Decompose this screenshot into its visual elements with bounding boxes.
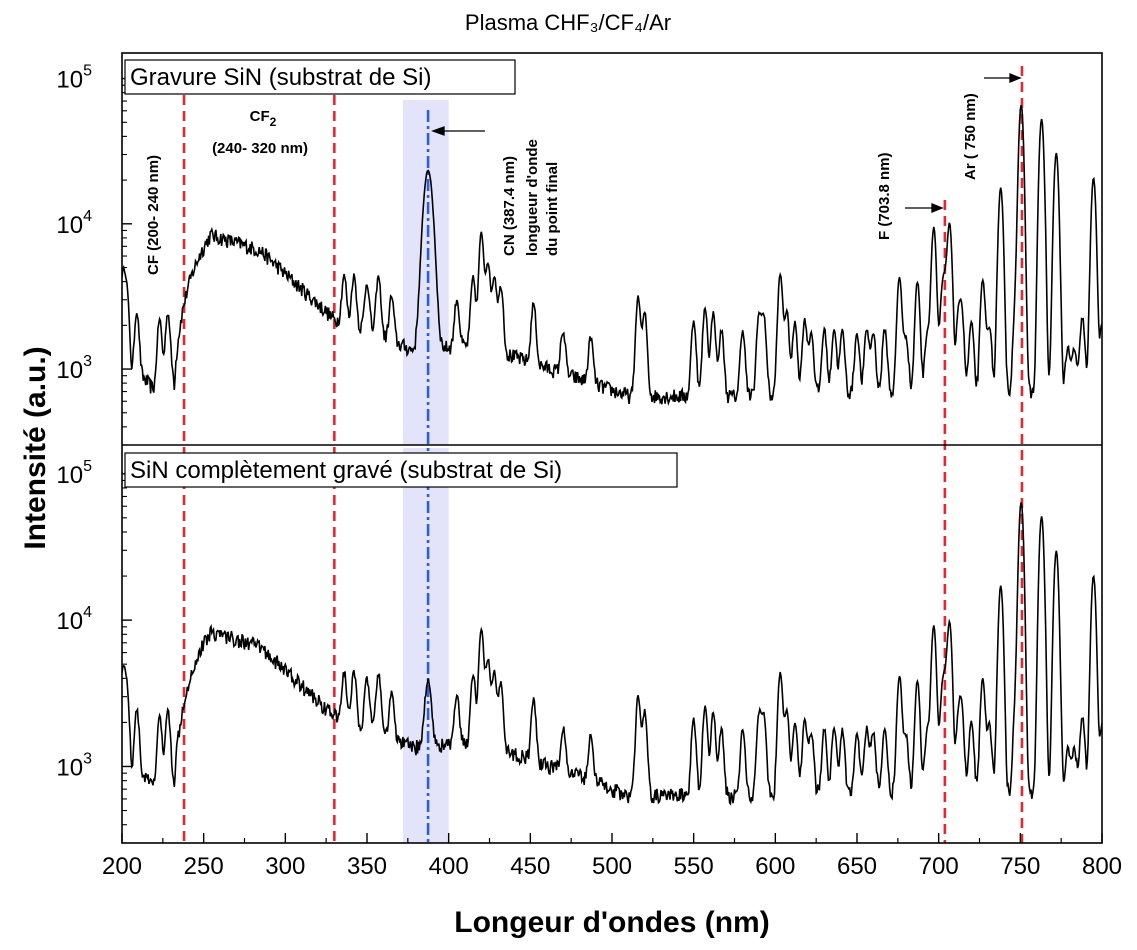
annotation-cf2-sub: 2 (270, 115, 277, 129)
panel-label-bottom-text: SiN complètement gravé (substrat de Si) (130, 457, 562, 484)
annotation-f: F (703.8 nm) (876, 152, 893, 240)
x-tick-label-1: 250 (184, 853, 224, 880)
x-tick-label-4: 400 (429, 853, 469, 880)
x-tick-label-3: 350 (347, 853, 387, 880)
cn-highlight-bands (402, 100, 449, 843)
x-tick-label-9: 650 (837, 853, 877, 880)
spectrum-line-top (122, 104, 1102, 406)
panel-label-top-text: Gravure SiN (substrat de Si) (130, 64, 431, 91)
x-tick-label-2: 300 (265, 853, 305, 880)
x-tick-label-0: 200 (102, 853, 142, 880)
x-tick-label-12: 800 (1082, 853, 1122, 880)
annotation-cf2-base: CF (250, 108, 270, 125)
panel-label-bottom-box (124, 452, 678, 488)
arrow-cn-head (431, 126, 445, 136)
annotation-ar: Ar ( 750 nm) (962, 93, 979, 180)
x-tick-label-6: 500 (592, 853, 632, 880)
cn-band-1 (402, 448, 449, 843)
plot-frame (121, 52, 1103, 844)
panel-label-top-box (124, 59, 516, 95)
spectrum-line-bottom (122, 502, 1102, 806)
x-tick-label-5: 450 (510, 853, 550, 880)
y-tick-label-1-0: 103 (56, 750, 92, 781)
panel-label-bottom: SiN complètement gravé (substrat de Si) (124, 452, 678, 488)
annotation-cn: CN (387.4 nm) (501, 156, 518, 256)
cn-band-0 (402, 100, 449, 445)
y-axis-title: Intensité (a.u.) (19, 346, 52, 549)
annotation-endpoint-line1: longueur d'onde (524, 139, 541, 256)
arrow-f-head (931, 203, 944, 213)
x-tick-label-11: 750 (1000, 853, 1040, 880)
chart-title: Plasma CHF₃/CF₄/Ar (465, 10, 671, 35)
y-tick-label-0-2: 105 (56, 63, 92, 94)
y-tick-label-0-0: 103 (56, 353, 92, 384)
annotation-cf2-range: (240- 320 nm) (212, 140, 308, 157)
panel-label-top: Gravure SiN (substrat de Si) (124, 59, 516, 95)
annotation-endpoint-line2: du point final (544, 162, 561, 256)
x-tick-label-10: 700 (919, 853, 959, 880)
annotation-cf: CF (200- 240 nm) (145, 155, 162, 275)
y-axis-ticks: 103 104 105 103 104 105 (56, 63, 132, 844)
y-tick-label-1-2: 105 (56, 458, 92, 489)
x-axis-title: Longeur d'ondes (nm) (454, 906, 769, 939)
arrow-ar-head (1009, 73, 1022, 83)
x-tick-label-8: 600 (755, 853, 795, 880)
y-tick-label-0-1: 104 (56, 208, 92, 239)
x-axis-ticks: 200 250 300 350 400 450 500 550 600 650 700 750 800 (102, 833, 1122, 880)
x-tick-label-7: 550 (674, 853, 714, 880)
annotation-arrows (431, 73, 1022, 213)
chart-title-text: Plasma CHF₃/CF₄/Ar (465, 10, 671, 35)
y-tick-label-1-1: 104 (56, 604, 92, 635)
annotation-cf2: CF2 (250, 108, 277, 129)
